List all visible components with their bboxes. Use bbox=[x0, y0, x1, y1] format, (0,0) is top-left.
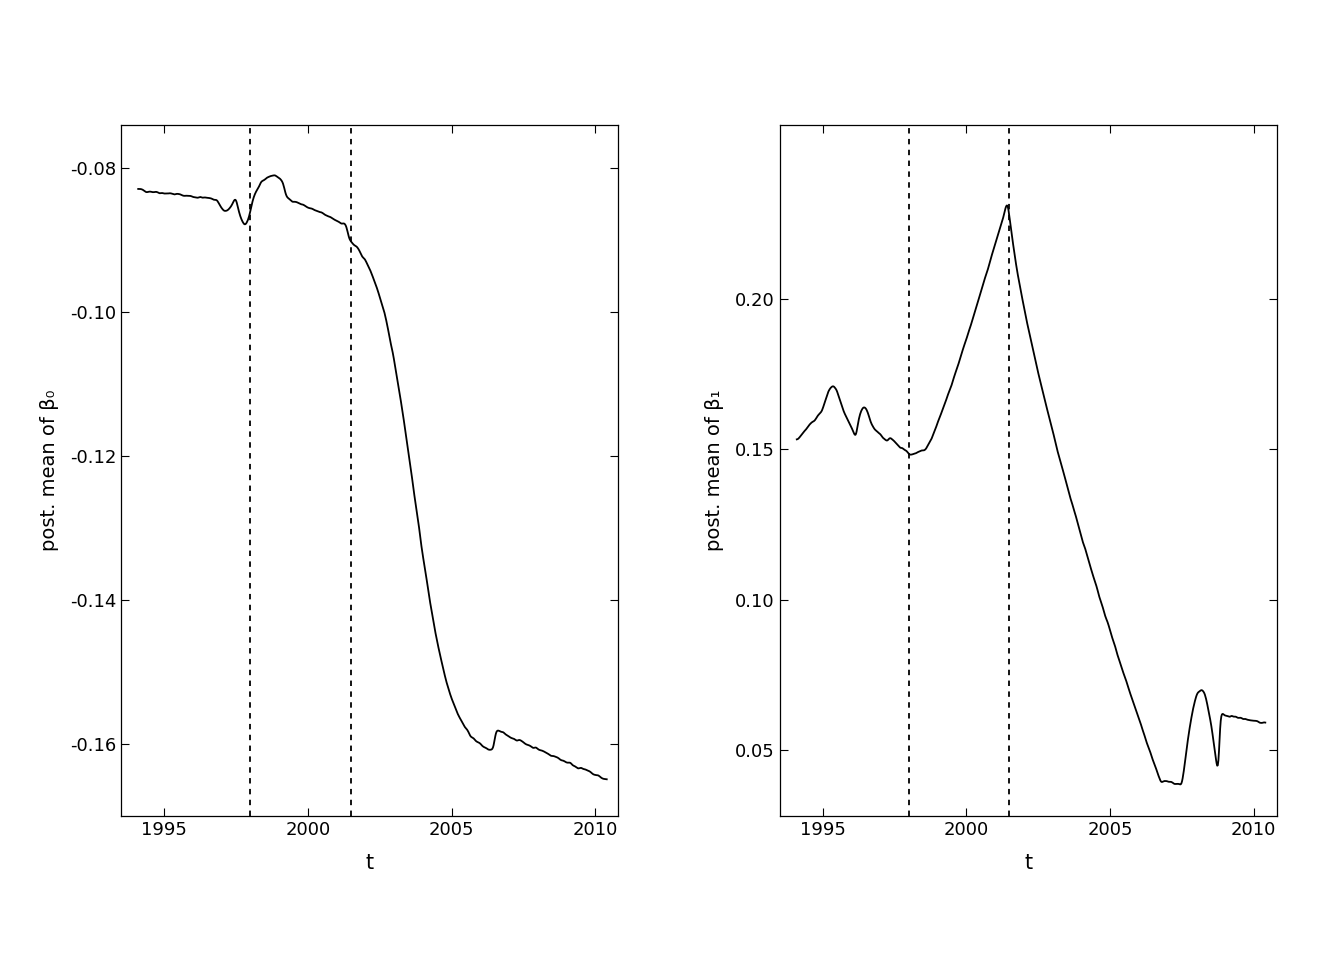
X-axis label: t: t bbox=[1024, 852, 1032, 873]
X-axis label: t: t bbox=[366, 852, 374, 873]
Y-axis label: post. mean of β₁: post. mean of β₁ bbox=[704, 390, 723, 551]
Y-axis label: post. mean of β₀: post. mean of β₀ bbox=[39, 390, 59, 551]
